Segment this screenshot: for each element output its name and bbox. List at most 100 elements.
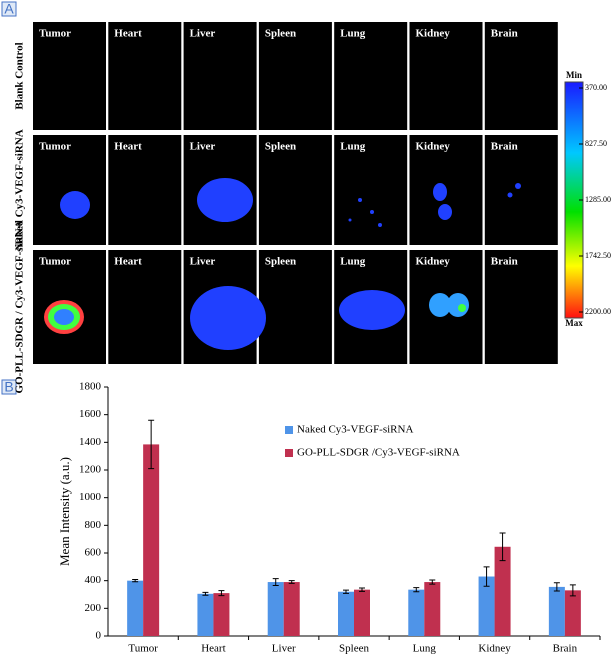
organ-image <box>258 22 332 130</box>
panel-label-box <box>1 379 17 395</box>
bar <box>127 580 144 636</box>
bar-chart: 0 200 400 600 800 1000 1200 1400 1600 1800 Mean In… <box>57 381 601 655</box>
x-tick-label: Kidney <box>478 643 511 655</box>
organ-label: Lung <box>340 28 366 40</box>
y-tick-label: 1400 <box>79 436 102 448</box>
error-bar <box>483 566 490 587</box>
colorbar-max: Max <box>565 318 583 328</box>
bar <box>478 576 495 636</box>
fluorescence-signals <box>44 178 521 350</box>
bar <box>213 593 230 636</box>
organ-image <box>484 250 558 364</box>
organ-image <box>33 22 106 130</box>
organ-image <box>334 22 408 130</box>
organ-label: Kidney <box>416 28 451 40</box>
organ-label: Spleen <box>265 28 296 40</box>
error-bar <box>148 419 155 470</box>
row-label: Naked Cy3-VEGF-siRNA <box>14 129 26 250</box>
row-label: GO-PLL-SDGR / Cy3-VEGF-siRNA <box>14 220 26 393</box>
y-tick-label: 1800 <box>79 381 102 393</box>
organ-label: Heart <box>114 28 142 40</box>
bar <box>548 586 565 636</box>
error-bar <box>413 587 420 593</box>
bar <box>267 582 284 636</box>
organ-image <box>334 135 408 245</box>
y-tick-label: 1200 <box>79 464 102 476</box>
organ-image <box>258 250 332 364</box>
colorbar-tick-label: 1742.50 <box>585 251 611 260</box>
error-bar <box>499 532 506 562</box>
organ-image <box>484 135 558 245</box>
error-bar <box>218 590 225 597</box>
organ-image <box>409 22 483 130</box>
organ-label: Lung <box>340 141 366 153</box>
legend-label: GO-PLL-SDGR /Cy3-VEGF-siRNA <box>297 447 460 459</box>
organ-image <box>108 135 182 245</box>
organ-image <box>484 22 558 130</box>
y-tick-label: 800 <box>85 519 102 531</box>
organ-label: Lung <box>340 256 366 268</box>
organ-label: Heart <box>114 256 142 268</box>
colorbar-ticks: Min Max 370.00 827.50 1285.00 1742.50 2200.00 <box>565 70 611 328</box>
bar <box>424 582 441 636</box>
error-bar <box>569 584 576 597</box>
legend-swatch <box>285 426 293 434</box>
y-tick-label: 1600 <box>79 408 102 420</box>
colorbar-tick-label: 370.00 <box>585 83 607 92</box>
bar <box>338 591 354 636</box>
bar <box>564 590 581 636</box>
x-tick-label: Liver <box>272 643 296 655</box>
x-tick-label: Heart <box>201 643 225 655</box>
y-tick-label: 0 <box>96 630 102 642</box>
bar <box>494 546 511 636</box>
colorbar-tick-label: 1285.00 <box>585 195 611 204</box>
y-tick-label: 600 <box>85 547 102 559</box>
organ-label: Brain <box>491 28 518 40</box>
organ-label: Spleen <box>265 141 296 153</box>
organ-image <box>108 22 182 130</box>
x-tick-label: Spleen <box>339 643 369 655</box>
organ-label: Liver <box>190 256 216 268</box>
x-tick-label: Tumor <box>128 643 158 655</box>
error-bar <box>429 579 436 585</box>
legend-label: Naked Cy3-VEGF-siRNA <box>297 424 413 436</box>
y-axis-label: Mean Intensity (a.u.) <box>57 457 72 566</box>
image-grid: Blank Control Tumor Heart Liver Spleen Lung Ki… <box>14 22 558 393</box>
bar <box>143 444 160 636</box>
error-bar <box>288 580 295 584</box>
organ-label: Tumor <box>39 28 71 40</box>
organ-image <box>258 135 332 245</box>
organ-image <box>183 22 257 130</box>
bar <box>283 582 300 636</box>
error-bar <box>343 589 349 594</box>
error-bar <box>553 582 560 592</box>
colorbar-min: Min <box>566 70 582 80</box>
organ-label: Heart <box>114 141 142 153</box>
panel-label-box <box>1 1 17 17</box>
error-bar <box>359 587 365 592</box>
panel-label: A <box>4 1 14 17</box>
organ-label: Tumor <box>39 256 71 268</box>
colorbar-tick-label: 2200.00 <box>585 307 611 316</box>
organ-label: Brain <box>491 256 518 268</box>
organ-label: Kidney <box>416 256 451 268</box>
x-tick-label: Brain <box>553 643 578 655</box>
error-bar <box>132 579 139 583</box>
organ-image <box>108 250 182 364</box>
legend-swatch <box>285 449 293 457</box>
error-bar <box>202 591 209 596</box>
bar <box>197 593 214 636</box>
y-tick-label: 1000 <box>79 491 102 503</box>
error-bar <box>272 578 279 587</box>
organ-image <box>33 135 106 245</box>
panel-label: B <box>4 379 13 395</box>
x-tick-label: Lung <box>413 643 437 655</box>
organ-label: Liver <box>190 28 216 40</box>
organ-label: Liver <box>190 141 216 153</box>
bar <box>354 589 370 636</box>
y-tick-label: 400 <box>85 574 102 586</box>
organ-label: Kidney <box>416 141 451 153</box>
colorbar-tick-label: 827.50 <box>585 139 607 148</box>
bar <box>408 589 425 636</box>
